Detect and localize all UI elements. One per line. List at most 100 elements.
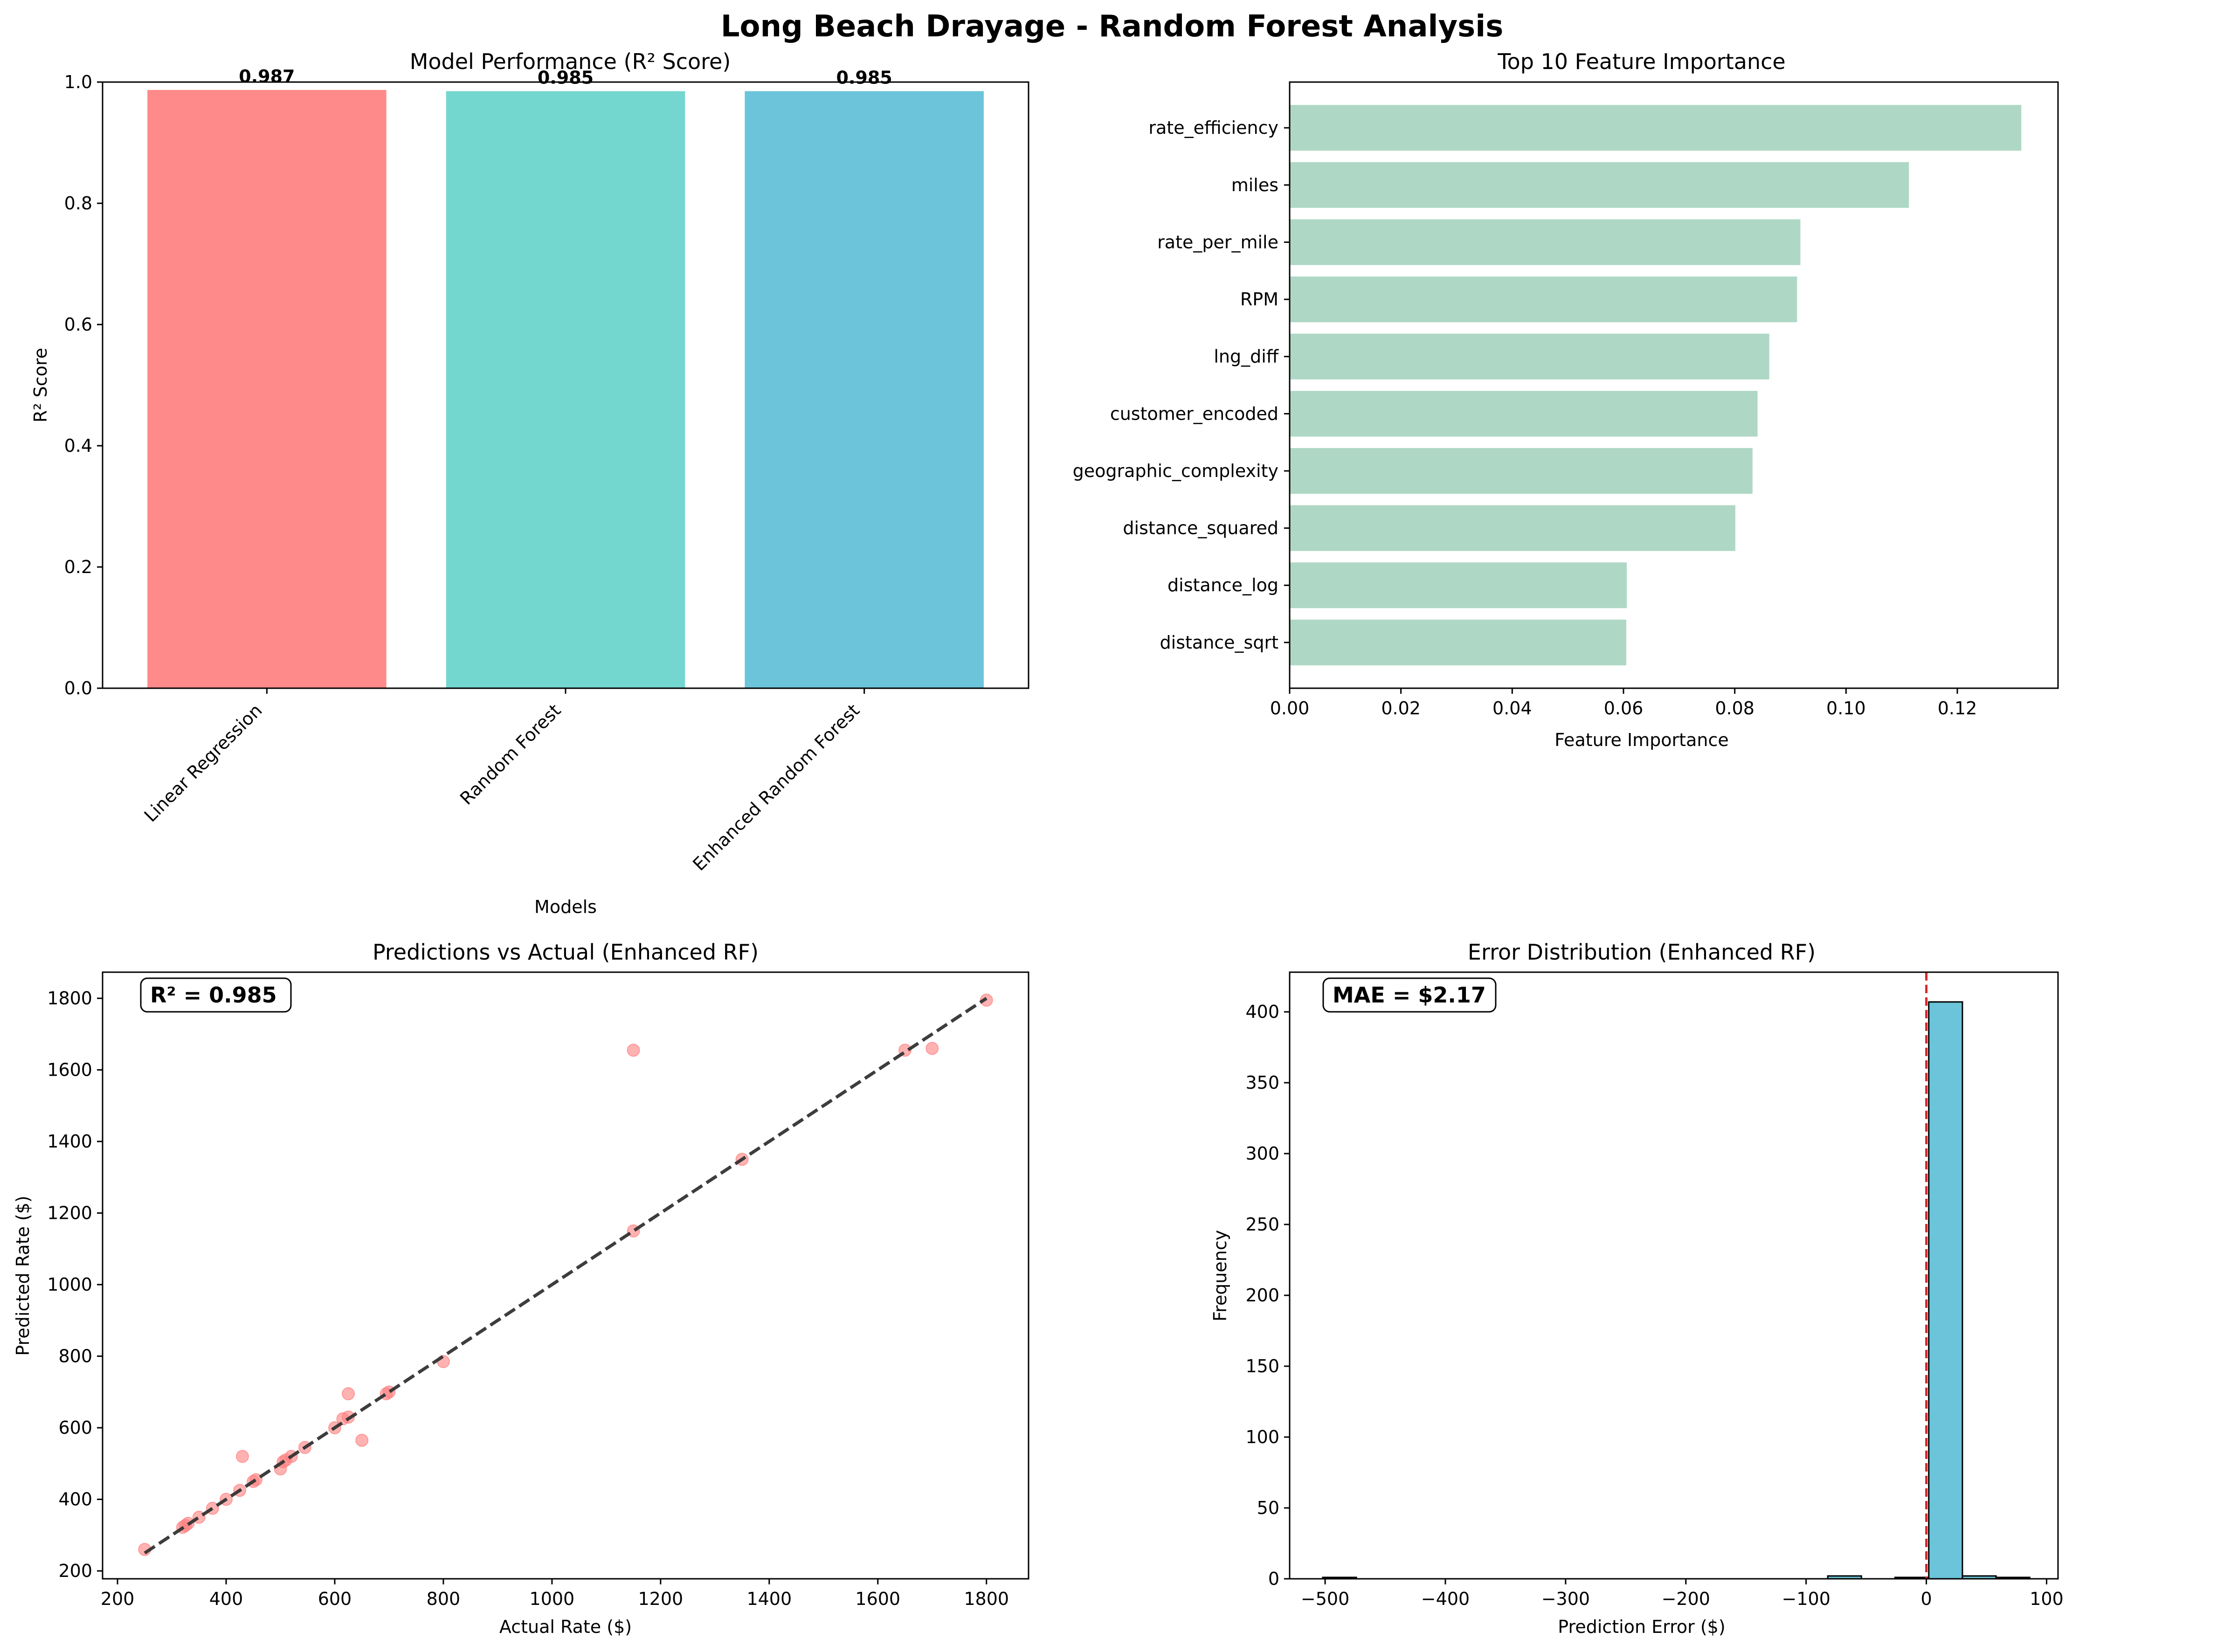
feature-label-0: rate_efficiency bbox=[1148, 118, 1278, 138]
error-distribution-panel: Error Distribution (Enhanced RF) −500 −40… bbox=[1210, 940, 2064, 1637]
scatter-point-8 bbox=[235, 1450, 249, 1463]
feature-bar-1 bbox=[1290, 162, 1909, 208]
predictions-vs-actual-ylabel: Predicted Rate ($) bbox=[13, 1196, 33, 1356]
scatter-xtick-label-8: 1800 bbox=[964, 1589, 1009, 1609]
feature-importance-axes-frame bbox=[1289, 81, 2059, 689]
feature-label-4: lng_diff bbox=[1214, 346, 1278, 367]
feature-label-8: distance_log bbox=[1167, 575, 1278, 595]
predictions-vs-actual-xlabel: Actual Rate ($) bbox=[499, 1617, 632, 1637]
hist-ytick-label-7: 350 bbox=[1245, 1072, 1279, 1093]
feature-importance-xlabel: Feature Importance bbox=[1554, 730, 1728, 750]
feature-bar-4 bbox=[1290, 333, 1769, 380]
model-ytick-label-3: 0.6 bbox=[64, 314, 92, 335]
model-performance-title: Model Performance (R² Score) bbox=[410, 49, 731, 74]
feature-bar-0 bbox=[1290, 105, 2022, 151]
model-performance-ylabel: R² Score bbox=[30, 348, 51, 422]
error-distribution-title: Error Distribution (Enhanced RF) bbox=[1468, 940, 1816, 965]
scatter-ytick-label-8: 1800 bbox=[47, 988, 92, 1009]
scatter-ytick-label-4: 1000 bbox=[47, 1274, 92, 1295]
hist-ytick-label-0: 0 bbox=[1268, 1569, 1279, 1589]
error-distribution-xlabel: Prediction Error ($) bbox=[1558, 1617, 1725, 1637]
feature-xtick-label-2: 0.04 bbox=[1492, 698, 1532, 719]
model-ytick-label-5: 1.0 bbox=[64, 72, 92, 92]
model-ytick-label-1: 0.2 bbox=[64, 557, 92, 577]
feature-label-2: rate_per_mile bbox=[1157, 232, 1278, 252]
feature-label-1: miles bbox=[1231, 175, 1278, 195]
r2-annotation-box: R² = 0.985 bbox=[140, 977, 292, 1013]
feature-label-6: geographic_complexity bbox=[1073, 461, 1278, 481]
model-bar-value-label-2: 0.985 bbox=[836, 68, 892, 88]
hist-ytick-label-1: 50 bbox=[1257, 1498, 1279, 1518]
scatter-ytick-label-7: 1600 bbox=[47, 1060, 92, 1080]
hist-xtick-label-1: −400 bbox=[1421, 1589, 1470, 1609]
feature-label-5: customer_encoded bbox=[1110, 403, 1278, 424]
scatter-point-25 bbox=[627, 1044, 640, 1057]
hist-xtick-label-2: −300 bbox=[1541, 1589, 1590, 1609]
scatter-xtick-label-7: 1600 bbox=[855, 1589, 900, 1609]
model-performance-panel: Model Performance (R² Score) 0.987Linear… bbox=[30, 49, 1029, 917]
predictions-vs-actual-title: Predictions vs Actual (Enhanced RF) bbox=[373, 940, 759, 965]
feature-bar-9 bbox=[1290, 619, 1626, 665]
scatter-xtick-label-2: 600 bbox=[318, 1589, 352, 1609]
model-ytick-label-0: 0.0 bbox=[64, 678, 92, 698]
feature-bar-2 bbox=[1290, 219, 1801, 265]
scatter-xtick-label-0: 200 bbox=[101, 1589, 135, 1609]
model-bar-0 bbox=[147, 90, 387, 688]
hist-ytick-label-2: 100 bbox=[1245, 1427, 1279, 1447]
perfect-prediction-line bbox=[144, 997, 988, 1555]
feature-xtick-label-4: 0.08 bbox=[1715, 698, 1754, 719]
scatter-point-19 bbox=[342, 1387, 355, 1401]
scatter-ytick-label-0: 200 bbox=[58, 1561, 92, 1581]
r2-annotation-text: R² = 0.985 bbox=[150, 982, 277, 1008]
feature-bar-8 bbox=[1290, 562, 1627, 608]
scatter-xtick-label-1: 400 bbox=[209, 1589, 243, 1609]
feature-importance-title: Top 10 Feature Importance bbox=[1497, 49, 1785, 74]
model-performance-xlabel: Models bbox=[534, 897, 597, 917]
feature-label-9: distance_sqrt bbox=[1160, 632, 1278, 653]
scatter-xtick-label-6: 1400 bbox=[746, 1589, 792, 1609]
feature-xtick-label-0: 0.00 bbox=[1270, 698, 1310, 719]
hist-xtick-label-6: 100 bbox=[2030, 1589, 2064, 1609]
model-bar-1 bbox=[446, 91, 685, 688]
hist-xtick-label-3: −200 bbox=[1662, 1589, 1710, 1609]
mae-annotation-box: MAE = $2.17 bbox=[1322, 977, 1497, 1013]
error-distribution-axes-frame bbox=[1289, 971, 2059, 1580]
feature-label-7: distance_squared bbox=[1123, 518, 1278, 539]
error-distribution-ylabel: Frequency bbox=[1210, 1230, 1230, 1321]
model-bar-value-label-1: 0.985 bbox=[538, 68, 594, 88]
feature-xtick-label-5: 0.10 bbox=[1826, 698, 1866, 719]
hist-ytick-label-4: 200 bbox=[1245, 1285, 1279, 1306]
feature-xtick-label-6: 0.12 bbox=[1938, 698, 1977, 719]
scatter-point-20 bbox=[355, 1433, 369, 1447]
model-performance-axes-frame bbox=[102, 81, 1029, 689]
predictions-vs-actual-axes-frame bbox=[102, 971, 1029, 1580]
scatter-ytick-label-5: 1200 bbox=[47, 1203, 92, 1223]
hist-ytick-label-5: 250 bbox=[1245, 1214, 1279, 1235]
scatter-ytick-label-2: 600 bbox=[58, 1417, 92, 1438]
feature-xtick-label-1: 0.02 bbox=[1381, 698, 1421, 719]
hist-xtick-label-4: −100 bbox=[1782, 1589, 1830, 1609]
scatter-xtick-label-3: 800 bbox=[427, 1589, 461, 1609]
predictions-vs-actual-panel: Predictions vs Actual (Enhanced RF) 200 4… bbox=[13, 940, 1029, 1637]
feature-importance-panel: Top 10 Feature Importance rate_efficienc… bbox=[1073, 49, 2059, 750]
model-ytick-label-2: 0.4 bbox=[64, 435, 92, 456]
hist-ytick-label-3: 150 bbox=[1245, 1356, 1279, 1376]
feature-bar-7 bbox=[1290, 505, 1735, 551]
histogram-bin-18 bbox=[1928, 1001, 1963, 1580]
model-bar-2 bbox=[745, 91, 984, 688]
feature-xtick-label-3: 0.06 bbox=[1604, 698, 1644, 719]
feature-bar-3 bbox=[1290, 276, 1797, 323]
model-ytick-label-4: 0.8 bbox=[64, 193, 92, 214]
scatter-xtick-label-4: 1000 bbox=[530, 1589, 575, 1609]
scatter-ytick-label-3: 800 bbox=[58, 1346, 92, 1367]
mae-annotation-text: MAE = $2.17 bbox=[1333, 982, 1486, 1008]
hist-ytick-label-8: 400 bbox=[1245, 1002, 1279, 1022]
scatter-xtick-label-5: 1200 bbox=[638, 1589, 683, 1609]
feature-label-3: RPM bbox=[1240, 289, 1278, 310]
figure-suptitle: Long Beach Drayage - Random Forest Analy… bbox=[721, 9, 1504, 44]
hist-xtick-label-5: 0 bbox=[1921, 1589, 1932, 1609]
scatter-ytick-label-6: 1400 bbox=[47, 1131, 92, 1152]
model-bar-value-label-0: 0.987 bbox=[239, 66, 295, 87]
hist-ytick-label-6: 300 bbox=[1245, 1143, 1279, 1164]
